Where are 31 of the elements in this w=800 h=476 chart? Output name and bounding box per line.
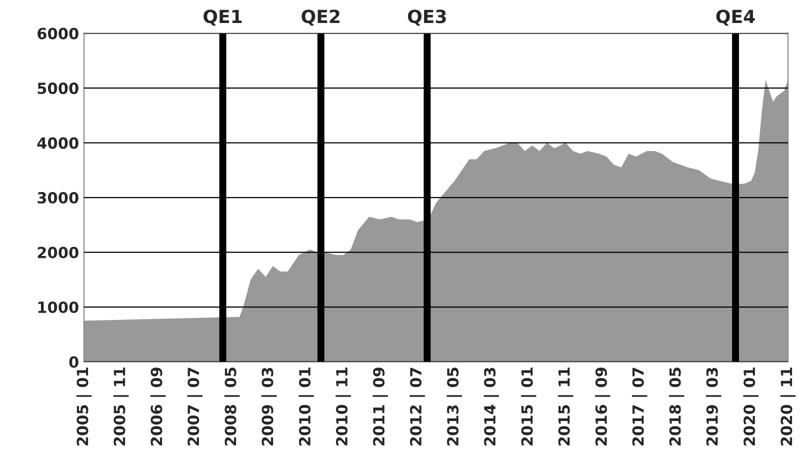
ref-line-label: QE1: [204, 10, 242, 26]
y-tick-label: 2000: [38, 246, 78, 258]
x-tick-label: 2015 | 01: [520, 368, 536, 446]
x-tick-label: 2009 | 03: [261, 368, 277, 446]
x-tick-label: 2019 | 03: [706, 368, 722, 446]
y-tick-label: 6000: [38, 28, 78, 40]
y-tick-label: 5000: [38, 82, 78, 94]
y-tick-label: 0: [69, 356, 78, 368]
x-tick-label: 2007 | 07: [187, 368, 203, 446]
x-tick-label: 2020 | 11: [780, 368, 796, 446]
x-tick-label: 2016 | 09: [595, 368, 610, 446]
x-tick-label: 2020 | 01: [743, 368, 759, 446]
x-tick-label: 2017 | 07: [632, 368, 648, 446]
x-tick-label: 2013 | 05: [446, 368, 462, 446]
x-tick-label: 2018 | 05: [668, 368, 684, 446]
ref-line-label: QE4: [716, 10, 755, 26]
y-tick-label: 1000: [38, 301, 78, 314]
ref-line-label: QE3: [408, 10, 446, 26]
x-tick-label: 2010 | 01: [298, 368, 314, 446]
x-tick-label: 2005 | 01: [76, 368, 92, 446]
y-tick-label: 4000: [37, 137, 78, 149]
x-tick-label: 2005 | 11: [113, 368, 129, 446]
y-tick-label: 3000: [38, 192, 78, 204]
x-tick-label: 2012 | 07: [410, 368, 425, 446]
x-tick-label: 2014 | 03: [484, 368, 499, 446]
x-tick-label: 2006 | 09: [150, 368, 166, 446]
x-tick-label: 2008 | 05: [224, 368, 240, 446]
ref-line-label: QE2: [302, 10, 340, 26]
x-tick-label: 2010 | 11: [336, 368, 351, 446]
x-tick-label: 2015 | 11: [558, 368, 574, 446]
x-tick-label: 2011 | 09: [372, 368, 388, 446]
